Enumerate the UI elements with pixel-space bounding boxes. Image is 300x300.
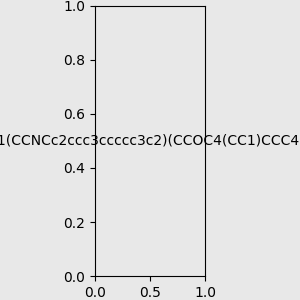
Text: [C@@H]1(CCNCc2ccc3ccccc3c2)(CCOC4(CC1)CCC4)c5ccccn: [C@@H]1(CCNCc2ccc3ccccc3c2)(CCOC4(CC1)CC…: [0, 134, 300, 148]
